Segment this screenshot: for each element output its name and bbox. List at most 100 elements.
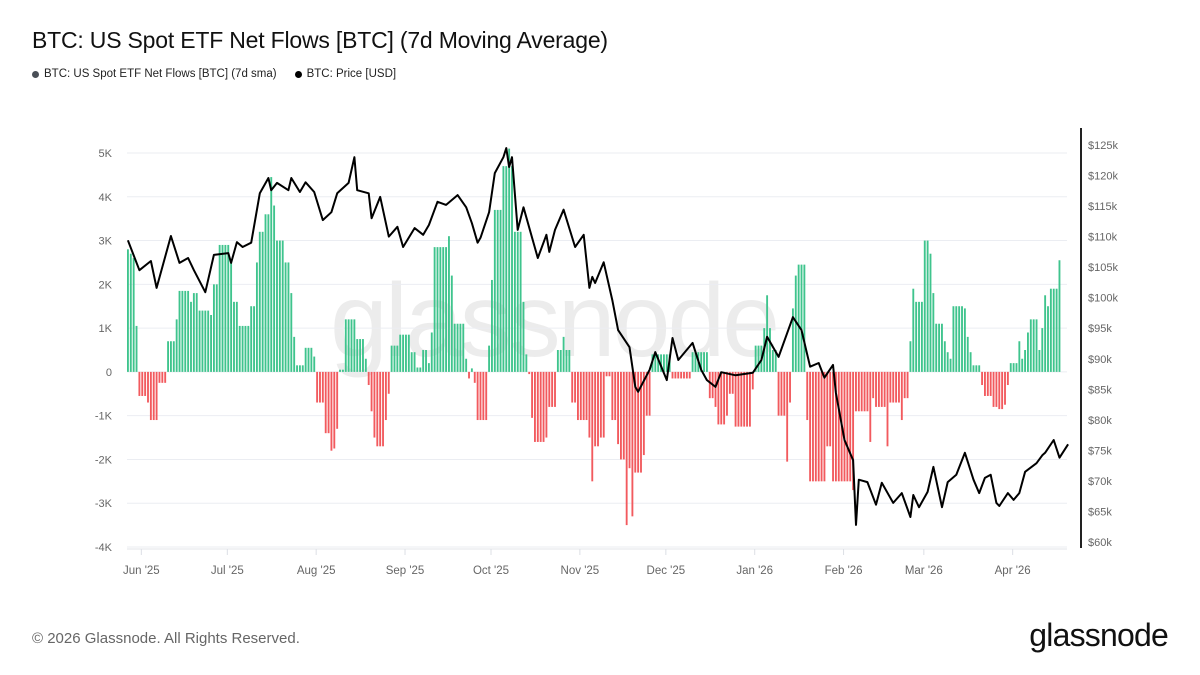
outflow-bar [989, 371, 992, 396]
inflow-bar [402, 334, 405, 372]
inflow-bar [657, 354, 660, 372]
outflow-bar [588, 371, 591, 438]
y-right-tick-label: $115k [1088, 201, 1118, 213]
inflow-bar [227, 244, 230, 372]
outflow-bar [319, 371, 321, 403]
outflow-bar [158, 371, 161, 383]
outflow-bar [551, 371, 554, 407]
inflow-bar [525, 354, 528, 372]
inflow-bar [935, 323, 938, 372]
outflow-bar [866, 371, 869, 412]
outflow-bar [324, 371, 327, 434]
inflow-bar [247, 325, 250, 372]
x-tick-label: Sep '25 [386, 565, 425, 577]
inflow-bar [442, 247, 445, 372]
inflow-bar [505, 166, 508, 372]
outflow-bar [582, 371, 585, 421]
inflow-bar [167, 341, 169, 372]
inflow-bar [502, 166, 505, 372]
inflow-bar [800, 264, 803, 372]
outflow-bar [571, 371, 574, 403]
outflow-bar [640, 371, 642, 473]
outflow-bar [376, 371, 379, 447]
outflow-bar [539, 371, 542, 442]
inflow-bar [938, 323, 941, 372]
outflow-bar [906, 371, 909, 399]
outflow-bar [577, 371, 579, 421]
inflow-bar [791, 308, 794, 372]
inflow-bar [465, 358, 468, 372]
outflow-bar [536, 371, 539, 442]
inflow-bar [1052, 288, 1055, 372]
inflow-bar [511, 166, 513, 372]
inflow-bar [556, 350, 559, 372]
outflow-bar [863, 371, 866, 412]
inflow-bar [416, 367, 419, 372]
inflow-bar [1018, 341, 1021, 372]
outflow-bar [855, 371, 857, 412]
inflow-bar [966, 336, 969, 372]
outflow-bar [473, 371, 476, 383]
outflow-bar [780, 371, 783, 416]
y-right-tick-label: $110k [1088, 232, 1118, 244]
outflow-bar [849, 371, 852, 482]
outflow-bar [1006, 371, 1009, 386]
outflow-bar [717, 371, 720, 425]
inflow-bar [1015, 363, 1018, 372]
inflow-bar [284, 262, 287, 372]
inflow-bar [207, 310, 210, 372]
inflow-bar [963, 308, 966, 372]
x-tick-label: Feb '26 [825, 565, 863, 577]
outflow-bar [597, 371, 599, 447]
outflow-bar [877, 371, 880, 407]
outflow-bar [161, 371, 164, 383]
inflow-bar [496, 209, 499, 372]
inflow-bar [304, 347, 307, 372]
inflow-bar [1032, 319, 1035, 372]
outflow-bar [708, 371, 711, 399]
inflow-bar [445, 247, 448, 372]
inflow-bar [393, 345, 396, 372]
inflow-bar [169, 341, 172, 372]
outflow-bar [316, 371, 319, 403]
inflow-bar [132, 258, 135, 372]
outflow-bar [152, 371, 155, 421]
inflow-bar [396, 345, 399, 372]
outflow-bar [875, 371, 877, 407]
inflow-bar [235, 301, 238, 372]
outflow-bar [846, 371, 849, 482]
inflow-bar [190, 301, 192, 372]
y-right-tick-label: $90k [1088, 354, 1112, 366]
x-tick-label: Jul '25 [211, 565, 244, 577]
inflow-bar [293, 336, 296, 372]
outflow-bar [634, 371, 637, 473]
copyright-text: © 2026 Glassnode. All Rights Reserved. [32, 630, 300, 647]
inflow-bar [519, 231, 522, 372]
y-left-tick-label: 1K [99, 323, 113, 335]
legend-item-net-flows[interactable]: BTC: US Spot ETF Net Flows [BTC] (7d sma… [32, 68, 277, 80]
inflow-bar [932, 293, 935, 372]
inflow-bar [665, 354, 668, 372]
outflow-bar [995, 371, 998, 407]
outflow-bar [852, 371, 855, 491]
legend-item-price[interactable]: BTC: Price [USD] [294, 68, 396, 80]
inflow-bar [769, 328, 771, 372]
outflow-bar [737, 371, 740, 427]
y-left-tick-label: 3K [99, 236, 113, 248]
inflow-bar [562, 336, 565, 372]
inflow-bar [204, 310, 207, 372]
outflow-bar [574, 371, 577, 403]
outflow-bar [857, 371, 860, 412]
outflow-bar [783, 371, 786, 416]
outflow-bar [545, 371, 548, 438]
inflow-bar [356, 339, 359, 372]
inflow-bar [410, 352, 413, 372]
outflow-bar [591, 371, 594, 482]
outflow-bar [832, 371, 834, 482]
outflow-bar [740, 371, 743, 427]
outflow-bar [680, 371, 683, 379]
outflow-bar [720, 371, 723, 425]
inflow-bar [250, 306, 253, 372]
inflow-bar [949, 358, 952, 372]
outflow-bar [637, 371, 640, 473]
